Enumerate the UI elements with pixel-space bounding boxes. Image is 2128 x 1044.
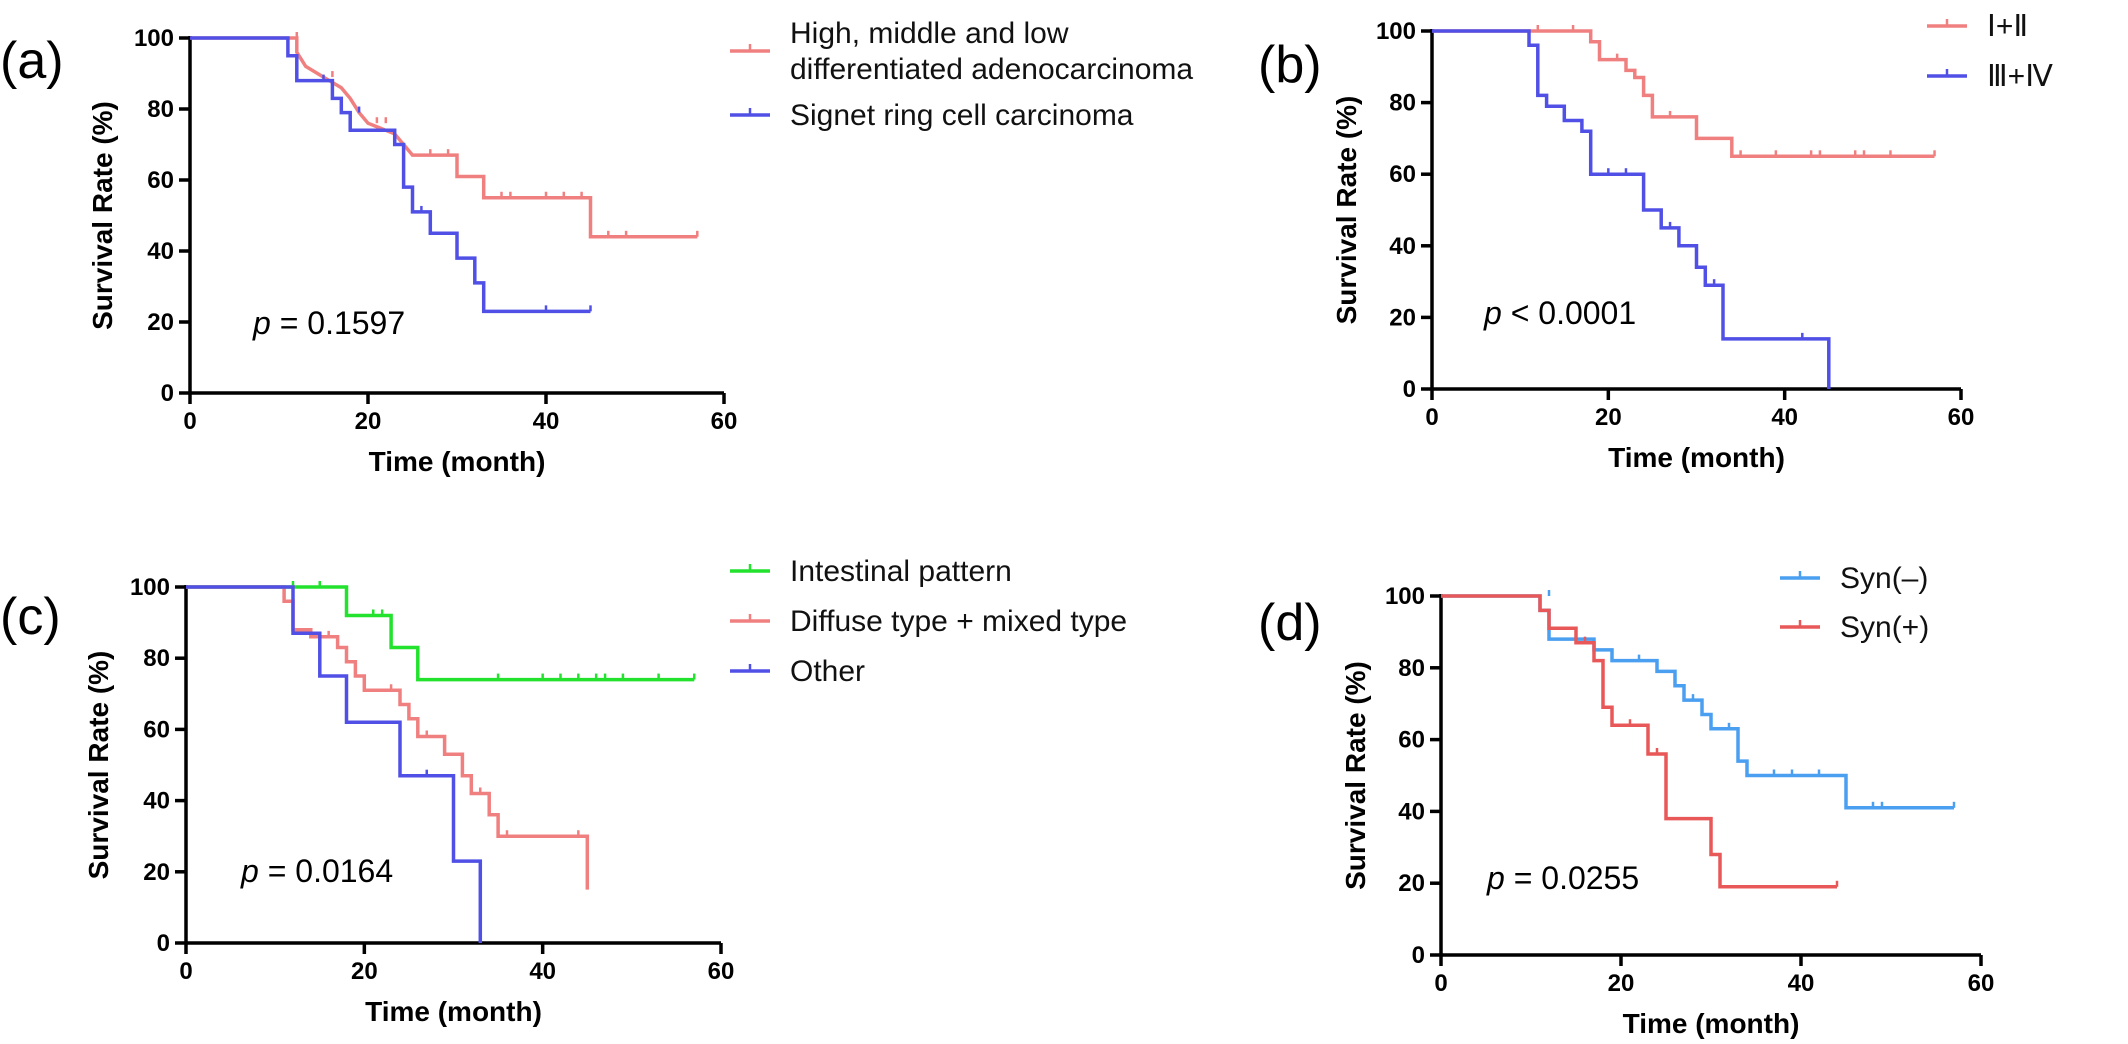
y-tick-label: 20 — [1398, 870, 1425, 897]
p-value-annotation: p = 0.0255 — [1486, 860, 1639, 896]
legend-label: Syn(–) — [1840, 562, 1928, 595]
x-tick-label: 60 — [1948, 404, 1975, 431]
survival-curve — [186, 585, 483, 943]
x-tick-label: 40 — [1771, 404, 1798, 431]
p-value-text: = 0.0164 — [259, 853, 393, 889]
x-tick-label: 20 — [355, 408, 382, 435]
x-axis-title: Time (month) — [1623, 1008, 1800, 1039]
legend-label: Intestinal pattern — [790, 555, 1012, 588]
x-tick-label: 40 — [1788, 970, 1815, 997]
y-axis-title: Survival Rate (%) — [87, 101, 118, 330]
panel-label: (c) — [0, 588, 61, 646]
panel-b: (b) 0 20 40 60 0 20 40 60 80 100 Time (month) Surviv… — [1258, 10, 2053, 473]
y-tick-label: 40 — [1389, 233, 1416, 260]
survival-curve — [1441, 594, 1837, 889]
y-tick-label: 0 — [1412, 942, 1425, 969]
y-tick-label: 80 — [143, 645, 170, 672]
y-tick-label: 60 — [147, 167, 174, 194]
legend-label: Ⅰ+Ⅱ — [1987, 10, 2028, 43]
survival-curve — [1432, 29, 1935, 159]
y-tick-label: 40 — [143, 788, 170, 815]
panel-label: (a) — [0, 32, 64, 90]
y-tick-label: 0 — [157, 930, 170, 957]
y-tick-label: 80 — [1398, 655, 1425, 682]
x-tick-label: 0 — [179, 958, 192, 985]
y-tick-label: 100 — [130, 574, 170, 601]
legend-label: Other — [790, 655, 865, 688]
survival-curve — [190, 36, 591, 314]
y-axis-title: Survival Rate (%) — [1331, 96, 1362, 325]
y-tick-label: 100 — [134, 25, 174, 52]
x-tick-label: 20 — [351, 958, 378, 985]
x-tick-label: 0 — [1425, 404, 1438, 431]
survival-curve — [186, 585, 590, 890]
x-tick-label: 0 — [1434, 970, 1447, 997]
x-tick-label: 20 — [1608, 970, 1635, 997]
y-tick-label: 60 — [1398, 727, 1425, 754]
legend-label: Syn(+) — [1840, 611, 1929, 644]
y-tick-label: 20 — [1389, 304, 1416, 331]
x-tick-label: 20 — [1595, 404, 1622, 431]
p-value-annotation: p = 0.1597 — [252, 305, 405, 341]
p-symbol: p — [1483, 295, 1502, 331]
panel-d: (d) 0 20 40 60 0 20 40 60 80 100 Time (month) Surviv… — [1258, 562, 1994, 1039]
p-value-text: = 0.0255 — [1505, 860, 1639, 896]
y-axis-title: Survival Rate (%) — [1340, 661, 1371, 890]
x-tick-label: 60 — [708, 958, 735, 985]
survival-curve — [1441, 594, 1954, 810]
x-tick-label: 40 — [529, 958, 556, 985]
survival-curve — [186, 585, 695, 682]
x-tick-label: 40 — [533, 408, 560, 435]
p-value-text: = 0.1597 — [271, 305, 405, 341]
p-symbol: p — [252, 305, 271, 341]
x-axis-title: Time (month) — [365, 996, 542, 1027]
y-tick-label: 20 — [147, 309, 174, 336]
p-symbol: p — [240, 853, 259, 889]
y-tick-label: 80 — [147, 96, 174, 123]
y-axis-title: Survival Rate (%) — [83, 651, 114, 880]
survival-curve — [1432, 29, 1831, 389]
y-tick-label: 100 — [1376, 18, 1416, 45]
legend-label: Diffuse type + mixed type — [790, 605, 1127, 638]
y-tick-label: 40 — [1398, 798, 1425, 825]
panel-a: (a) 0 20 40 60 0 20 40 60 80 100 Time (month) Surviv… — [0, 17, 1193, 477]
p-symbol: p — [1486, 860, 1505, 896]
y-tick-label: 100 — [1385, 583, 1425, 610]
x-tick-label: 60 — [711, 408, 738, 435]
legend-label: Signet ring cell carcinoma — [790, 99, 1134, 132]
p-value-annotation: p < 0.0001 — [1483, 295, 1636, 331]
p-value-text: < 0.0001 — [1502, 295, 1636, 331]
y-tick-label: 20 — [143, 859, 170, 886]
panel-c: (c) 0 20 40 60 0 20 40 60 80 100 Time (month) Surviv… — [0, 555, 1127, 1027]
y-tick-label: 0 — [1403, 376, 1416, 403]
p-value-annotation: p = 0.0164 — [240, 853, 393, 889]
y-tick-label: 40 — [147, 238, 174, 265]
y-tick-label: 0 — [161, 380, 174, 407]
panel-label: (b) — [1258, 36, 1322, 94]
legend-label: differentiated adenocarcinoma — [790, 53, 1193, 86]
x-tick-label: 60 — [1968, 970, 1995, 997]
y-tick-label: 60 — [143, 716, 170, 743]
survival-curve — [190, 36, 698, 239]
x-axis-title: Time (month) — [1608, 442, 1785, 473]
panel-label: (d) — [1258, 594, 1322, 652]
legend-label: High, middle and low — [790, 17, 1069, 50]
y-tick-label: 60 — [1389, 161, 1416, 188]
y-tick-label: 80 — [1389, 90, 1416, 117]
legend-label: Ⅲ+Ⅳ — [1987, 60, 2053, 93]
x-axis-title: Time (month) — [369, 446, 546, 477]
x-tick-label: 0 — [183, 408, 196, 435]
